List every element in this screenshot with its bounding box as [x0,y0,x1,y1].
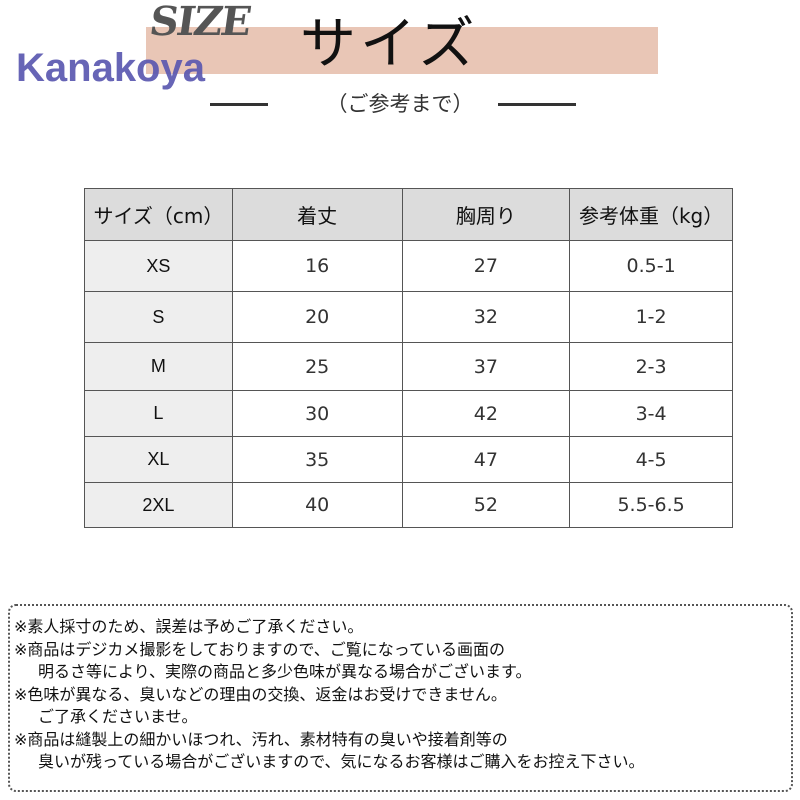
size-cell: S [84,291,233,343]
note-line: ※色味が異なる、臭いなどの理由の交換、返金はお受けできません。 [14,684,507,704]
size-cell: M [84,342,233,391]
page-title: サイズ [300,12,479,77]
value-cell: 32 [401,291,571,343]
value-cell: 40 [231,482,403,528]
value-cell: 2-3 [569,342,733,391]
column-header: 参考体重（kg） [569,188,733,241]
title-band [146,27,658,74]
column-header: 胸周り [401,188,571,241]
column-header: 着丈 [231,188,403,241]
divider-left [210,103,268,106]
table-row: L 30 42 3-4 [84,390,733,437]
value-cell: 16 [231,240,403,292]
table-row: S 20 32 1-2 [84,291,733,343]
note-line: ※商品は縫製上の細かいほつれ、汚れ、素材特有の臭いや接着剤等の [14,729,508,749]
table-row: XS 16 27 0.5-1 [84,240,733,292]
table-row: 2XL 40 52 5.5-6.5 [84,482,733,528]
value-cell: 3-4 [569,390,733,437]
note-line: ※素人採寸のため、誤差は予めご了承ください。 [14,617,364,636]
value-cell: 0.5-1 [569,240,733,292]
column-header: サイズ（cm） [84,188,233,241]
value-cell: 37 [401,342,571,391]
divider-right [498,103,576,106]
subtitle: （ご参考まで） [326,92,474,116]
value-cell: 4-5 [569,436,733,483]
size-cell: XS [84,240,233,292]
value-cell: 52 [401,482,571,528]
value-cell: 42 [401,390,571,437]
value-cell: 35 [231,436,403,483]
table-row: XL 35 47 4-5 [84,436,733,483]
size-table: サイズ（cm） 着丈 胸周り 参考体重（kg） XS 16 27 0.5-1 S 20 32 1-2… [84,188,733,528]
size-cell: XL [84,436,233,483]
table-header-row: サイズ（cm） 着丈 胸周り 参考体重（kg） [84,188,733,241]
value-cell: 20 [231,291,403,343]
table-row: M 25 37 2-3 [84,342,733,391]
value-cell: 1-2 [569,291,733,343]
note-line: 明るさ等により、実際の商品と多少色味が異なる場合がございます。 [38,662,532,681]
value-cell: 47 [401,436,571,483]
notes-box: ※素人採寸のため、誤差は予めご了承ください。 ※商品はデジカメ撮影をしておりますの… [8,604,793,792]
value-cell: 27 [401,240,571,292]
brand-watermark: Kanakoya [16,46,205,90]
value-cell: 25 [231,342,403,391]
value-cell: 30 [231,390,403,437]
size-logo: SIZE [146,0,253,45]
size-cell: 2XL [84,482,233,528]
note-line: ※商品はデジカメ撮影をしておりますので、ご覧になっている画面の [14,639,506,659]
size-cell: L [84,390,233,437]
note-line: 臭いが残っている場合がございますので、気になるお客様はご購入をお控え下さい。 [38,752,645,771]
value-cell: 5.5-6.5 [569,482,733,528]
note-line: ご了承くださいませ。 [38,707,198,726]
